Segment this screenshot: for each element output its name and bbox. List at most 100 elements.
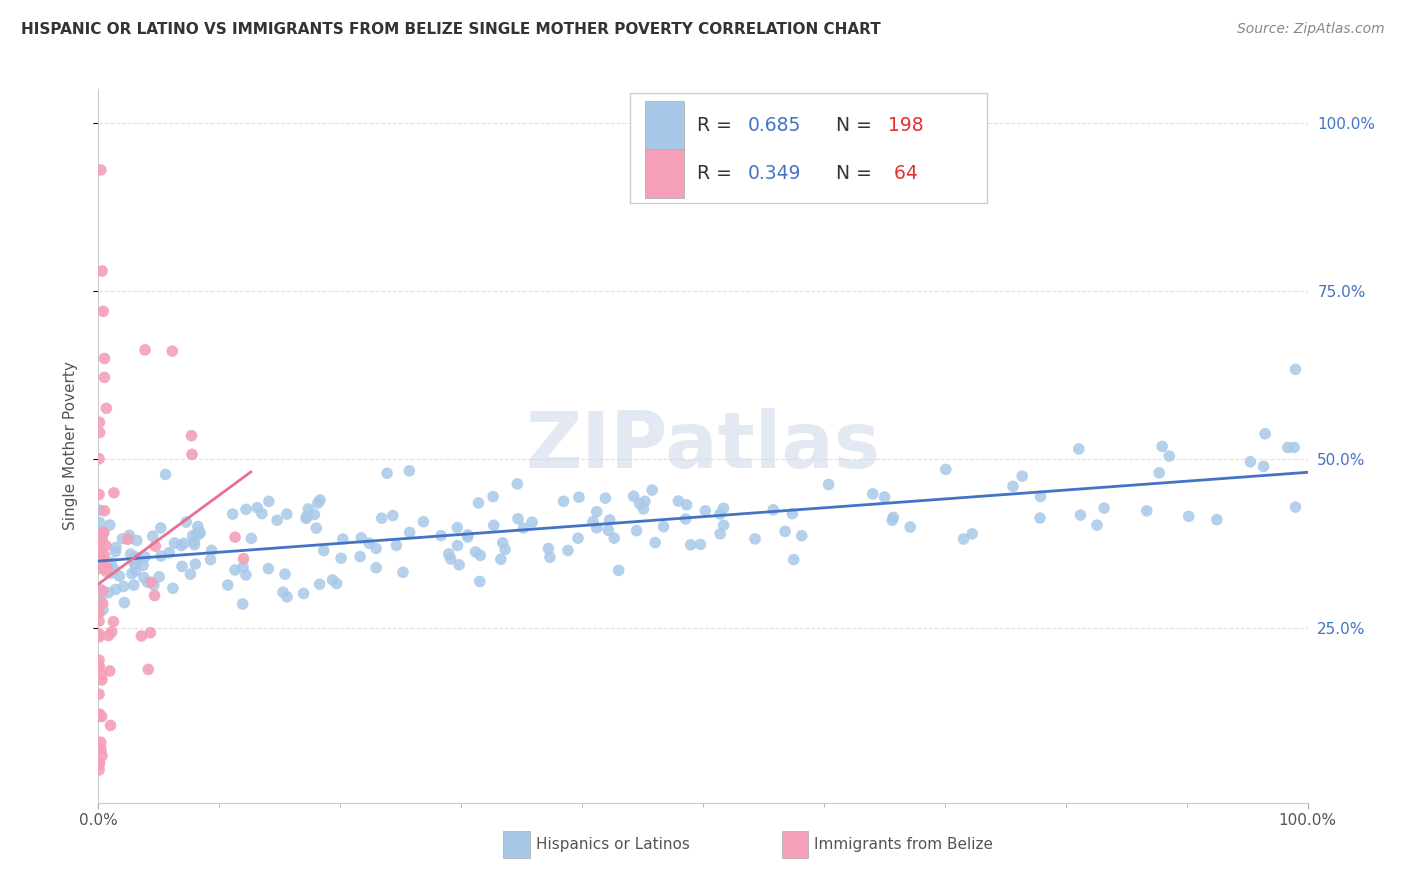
FancyBboxPatch shape — [630, 93, 987, 203]
Point — [122, 578, 145, 592]
Point — [1085, 518, 1108, 533]
Point — [398, 464, 420, 478]
Point — [187, 519, 209, 533]
Point — [104, 582, 127, 597]
Point — [132, 558, 155, 573]
Point — [817, 477, 839, 491]
Text: HISPANIC OR LATINO VS IMMIGRANTS FROM BELIZE SINGLE MOTHER POVERTY CORRELATION C: HISPANIC OR LATINO VS IMMIGRANTS FROM BE… — [21, 22, 880, 37]
Point — [308, 577, 330, 591]
Point — [873, 490, 896, 504]
Point — [87, 709, 110, 723]
Point — [121, 566, 143, 581]
Point — [467, 496, 489, 510]
Point — [257, 561, 280, 575]
Point — [217, 578, 239, 592]
Point — [87, 606, 110, 620]
Point — [634, 494, 657, 508]
Point — [170, 539, 193, 553]
Point — [446, 539, 468, 553]
Point — [200, 543, 222, 558]
Point — [98, 518, 121, 533]
Point — [385, 538, 408, 552]
Point — [100, 556, 122, 570]
Point — [93, 561, 115, 575]
Point — [882, 513, 904, 527]
Point — [91, 264, 114, 278]
Point — [276, 507, 298, 521]
Point — [90, 709, 112, 723]
Point — [103, 485, 125, 500]
Point — [232, 560, 254, 574]
Point — [87, 659, 110, 673]
Point — [603, 531, 626, 545]
Point — [89, 555, 111, 569]
Point — [90, 735, 112, 749]
Text: 0.349: 0.349 — [748, 164, 801, 183]
Point — [100, 566, 122, 580]
Bar — [645, 101, 683, 151]
Point — [188, 525, 211, 540]
Point — [274, 567, 297, 582]
Point — [87, 687, 110, 701]
Point — [87, 630, 110, 644]
Point — [232, 551, 254, 566]
Point — [295, 509, 318, 524]
Point — [91, 603, 114, 617]
Point — [97, 629, 120, 643]
Text: R =: R = — [697, 164, 738, 183]
Point — [506, 512, 529, 526]
Point — [142, 578, 165, 592]
Point — [124, 549, 146, 564]
Point — [882, 510, 904, 524]
Point — [200, 552, 222, 566]
Point — [240, 532, 263, 546]
Point — [464, 545, 486, 559]
Text: ZIPatlas: ZIPatlas — [526, 408, 880, 484]
Point — [100, 624, 122, 639]
Bar — [782, 830, 808, 858]
Point — [94, 539, 117, 553]
Point — [305, 521, 328, 535]
Point — [89, 503, 111, 517]
Point — [118, 528, 141, 542]
Point — [89, 516, 111, 530]
Point — [89, 540, 111, 554]
Point — [89, 756, 111, 770]
Point — [103, 615, 125, 629]
Point — [120, 547, 142, 561]
Point — [179, 567, 201, 582]
Point — [689, 537, 711, 551]
Point — [93, 560, 115, 574]
Point — [96, 565, 118, 579]
Point — [232, 597, 254, 611]
Point — [862, 487, 884, 501]
Point — [1011, 469, 1033, 483]
Point — [131, 629, 153, 643]
Point — [652, 519, 675, 533]
Point — [150, 549, 173, 563]
Point — [91, 532, 114, 546]
Point — [91, 748, 114, 763]
Point — [103, 562, 125, 576]
Point — [246, 500, 269, 515]
Point — [668, 494, 690, 508]
Point — [111, 532, 134, 546]
Point — [170, 559, 193, 574]
Text: N =: N = — [837, 164, 877, 183]
Point — [437, 547, 460, 561]
Point — [89, 540, 111, 554]
Point — [626, 524, 648, 538]
Y-axis label: Single Mother Poverty: Single Mother Poverty — [63, 361, 77, 531]
Point — [595, 491, 617, 505]
Bar — [503, 830, 530, 858]
Point — [312, 543, 335, 558]
Point — [183, 538, 205, 552]
Point — [124, 564, 146, 578]
Point — [174, 515, 197, 529]
Point — [494, 542, 516, 557]
Point — [1239, 455, 1261, 469]
Point — [266, 513, 288, 527]
Point — [598, 523, 620, 537]
Point — [468, 574, 491, 589]
Point — [538, 550, 561, 565]
